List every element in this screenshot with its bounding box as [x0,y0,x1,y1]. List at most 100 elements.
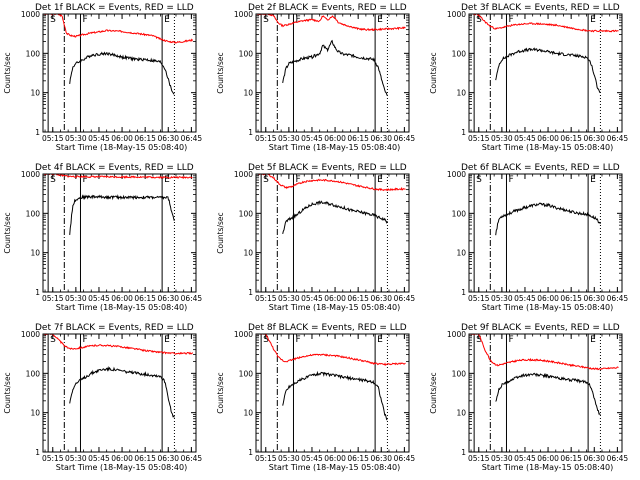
time-marker-label: F [295,175,300,185]
x-tick-label: 06:30 [583,294,605,303]
panel-title: Det 4f BLACK = Events, RED = LLD [35,163,194,173]
detector-panel: Det 5f BLACK = Events, RED = LLD Counts/s… [216,163,415,312]
x-tick-label: 06:45 [181,294,203,303]
x-tick-label: 06:30 [583,454,605,463]
y-tick-label: 1 [35,288,40,297]
time-marker-label: F [508,175,513,185]
x-tick-label: 06:45 [394,294,416,303]
time-marker-label: S [263,175,269,185]
y-tick-label: 1000 [234,330,253,339]
events-rate-line [69,51,175,95]
x-axis-label: Start Time (18-May-15 05:08:40) [482,463,613,472]
detector-panel: Det 3f BLACK = Events, RED = LLD Counts/s… [429,3,628,152]
lld-rate-line [469,13,619,33]
x-tick-label: 06:00 [537,294,559,303]
plot-frame [42,333,197,453]
x-tick-label: 06:15 [134,454,156,463]
y-tick-label: 100 [452,49,467,58]
y-tick-label: 1 [461,288,466,297]
y-axis-label: Counts/sec [429,372,438,413]
time-marker-label: E [164,335,170,345]
x-tick-label: 06:15 [134,294,156,303]
x-tick-label: 06:30 [370,294,392,303]
x-axis-label: Start Time (18-May-15 05:08:40) [482,143,613,152]
panel-title: Det 6f BLACK = Events, RED = LLD [461,163,620,173]
time-marker-label: F [82,15,87,25]
x-tick-label: 05:30 [278,454,300,463]
y-tick-label: 1 [35,128,40,137]
detector-panel: Det 8f BLACK = Events, RED = LLD Counts/s… [216,323,415,472]
x-tick-label: 06:00 [537,454,559,463]
y-tick-label: 10 [456,89,466,98]
y-axis-label: Counts/sec [3,52,12,93]
y-tick-label: 10 [30,89,40,98]
y-axis-label: Counts/sec [216,52,225,93]
y-tick-label: 1000 [234,10,253,19]
detector-panel: Det 6f BLACK = Events, RED = LLD Start Ti… [447,163,629,312]
panel-title: Det 9f BLACK = Events, RED = LLD [461,323,620,333]
plot-frame [255,173,410,293]
plot-frame [468,333,623,453]
time-marker-label: E [590,175,596,185]
y-axis-label: Counts/sec [3,212,12,253]
y-tick-label: 10 [30,249,40,258]
detector-panel: Det 1f BLACK = Events, RED = LLD Counts/s… [3,3,202,152]
y-axis-label: Counts/sec [3,372,12,413]
y-axis-label: Counts/sec [216,212,225,253]
x-tick-label: 06:30 [157,294,179,303]
x-tick-label: 06:00 [324,294,346,303]
lld-rate-line [256,13,406,32]
y-tick-label: 1000 [447,330,466,339]
x-tick-label: 05:45 [301,134,323,143]
x-tick-label: 06:45 [394,134,416,143]
x-tick-label: 05:30 [491,134,513,143]
time-marker-label: S [476,175,482,185]
lld-rate-line [468,333,619,371]
y-axis-label: Counts/sec [429,52,438,93]
y-tick-label: 1 [248,448,253,457]
time-marker-label: E [164,15,170,25]
lld-rate-line [42,13,193,44]
y-tick-label: 1000 [21,170,40,179]
x-tick-label: 06:00 [537,134,559,143]
plot-frame [255,333,410,453]
x-tick-label: 05:45 [301,454,323,463]
x-tick-label: 06:15 [134,134,156,143]
time-marker-label: S [476,335,482,345]
time-marker-label: E [590,335,596,345]
x-tick-label: 05:15 [468,134,490,143]
x-tick-label: 06:30 [370,454,392,463]
x-tick-label: 05:45 [514,294,536,303]
y-tick-label: 100 [26,369,41,378]
x-tick-label: 06:00 [111,454,133,463]
x-axis-label: Start Time (18-May-15 05:08:40) [56,143,187,152]
x-tick-label: 05:30 [491,294,513,303]
x-tick-label: 05:30 [278,294,300,303]
events-rate-line [69,194,175,235]
plot-frame [255,13,410,133]
events-rate-line [495,372,601,416]
x-tick-label: 06:15 [347,134,369,143]
detector-panel: Det 7f BLACK = Events, RED = LLD Counts/s… [3,323,202,472]
detector-panel: Det 9f BLACK = Events, RED = LLD Counts/s… [429,323,628,472]
y-tick-label: 1000 [447,170,466,179]
x-tick-label: 06:00 [324,454,346,463]
time-marker-label: E [164,175,170,185]
panel-title: Det 1f BLACK = Events, RED = LLD [35,3,194,13]
y-tick-label: 100 [239,209,254,218]
x-tick-label: 06:00 [111,294,133,303]
x-tick-label: 05:30 [491,454,513,463]
x-tick-label: 06:15 [347,454,369,463]
x-tick-label: 05:30 [65,294,87,303]
x-tick-label: 05:30 [65,134,87,143]
x-tick-label: 06:30 [370,134,392,143]
y-tick-label: 100 [26,209,41,218]
x-tick-label: 05:15 [42,134,64,143]
x-tick-label: 05:15 [468,294,490,303]
x-axis-label: Start Time (18-May-15 05:08:40) [269,303,400,312]
events-rate-line [495,47,601,93]
x-axis-label: Start Time (18-May-15 05:08:40) [56,463,187,472]
x-tick-label: 06:45 [607,454,629,463]
events-rate-line [282,39,388,96]
